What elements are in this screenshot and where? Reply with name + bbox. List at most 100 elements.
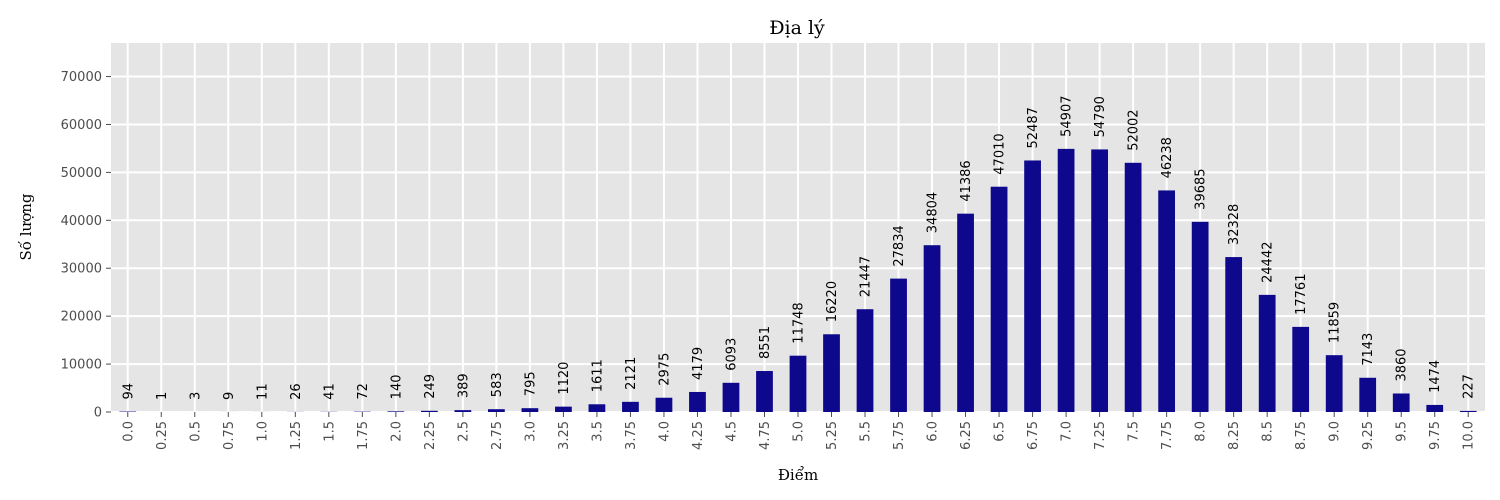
bar	[1191, 221, 1209, 412]
bar	[1325, 355, 1343, 412]
data-label: 24442	[1261, 242, 1276, 283]
y-tick-label: 0	[94, 406, 102, 421]
bar	[420, 410, 438, 412]
x-tick-label: 6.75	[1026, 421, 1041, 450]
x-tick-label: 5.5	[859, 421, 874, 442]
y-tick-label: 60000	[61, 118, 102, 133]
data-label: 583	[490, 372, 505, 397]
x-tick-label: 5.75	[892, 421, 907, 450]
data-label: 227	[1462, 374, 1477, 399]
data-label: 3	[188, 392, 203, 400]
x-tick-label: 2.0	[389, 421, 404, 442]
data-label: 26	[289, 383, 304, 400]
bar	[622, 401, 639, 412]
x-tick-label: 3.0	[523, 421, 538, 442]
x-tick-label: 3.5	[590, 421, 605, 442]
data-label: 54790	[1093, 96, 1108, 137]
data-label: 140	[389, 375, 404, 400]
bar	[1292, 326, 1310, 412]
data-label: 2121	[624, 357, 639, 390]
data-label: 34804	[926, 192, 941, 233]
x-tick-label: 0.25	[155, 421, 170, 450]
x-tick-label: 8.25	[1227, 421, 1242, 450]
bar	[957, 213, 974, 412]
x-axis-label: Điểm	[778, 466, 818, 484]
bar	[1225, 257, 1243, 412]
bar	[856, 309, 874, 412]
x-tick-label: 5.0	[792, 421, 807, 442]
data-label: 11	[255, 383, 270, 400]
bar	[1392, 393, 1410, 412]
data-label: 4179	[691, 347, 706, 380]
x-tick-label: 0.5	[188, 421, 203, 442]
bar	[387, 411, 405, 412]
data-label: 1120	[557, 362, 572, 395]
x-tick-label: 8.75	[1294, 421, 1309, 450]
x-tick-label: 1.0	[255, 421, 270, 442]
data-label: 1611	[590, 359, 605, 392]
bar	[1024, 160, 1041, 412]
data-label: 6093	[724, 338, 739, 371]
y-tick-label: 20000	[61, 310, 102, 325]
x-tick-label: 2.25	[423, 421, 438, 450]
bar	[1258, 294, 1276, 412]
data-label: 389	[456, 373, 471, 398]
data-label: 21447	[859, 256, 874, 297]
data-label: 52487	[1026, 107, 1041, 148]
bar	[823, 334, 840, 412]
x-tick-label: 4.5	[724, 421, 739, 442]
x-tick-label: 6.5	[993, 421, 1008, 442]
bar	[1057, 148, 1075, 412]
bar	[756, 371, 773, 412]
bar	[990, 186, 1008, 412]
data-label: 72	[356, 383, 371, 400]
x-tick-label: 2.75	[490, 421, 505, 450]
x-tick-label: 1.5	[322, 421, 337, 442]
data-label: 11859	[1328, 302, 1343, 343]
bar	[1459, 410, 1477, 412]
data-label: 7143	[1361, 333, 1376, 366]
x-tick-label: 10.0	[1462, 421, 1477, 450]
data-label: 8551	[758, 326, 773, 359]
x-tick-label: 2.5	[456, 421, 471, 442]
data-labels: 94 1 3 9 11 26 41 72 140 249 389 583 795 1120 1611 2121…	[121, 96, 1476, 400]
data-label: 41386	[959, 160, 974, 201]
x-tick-label: 8.5	[1261, 421, 1276, 442]
data-label: 52002	[1127, 109, 1142, 150]
bar	[521, 408, 539, 412]
data-label: 2975	[657, 353, 672, 386]
data-label: 249	[423, 374, 438, 399]
y-tick-label: 30000	[61, 262, 102, 277]
x-tick-label: 7.5	[1127, 421, 1142, 442]
x-tick-label: 9.0	[1328, 421, 1343, 442]
x-tick-label: 1.25	[289, 421, 304, 450]
bar	[722, 382, 740, 412]
bar	[1124, 162, 1142, 412]
x-tick-label: 7.75	[1160, 421, 1175, 450]
data-label: 47010	[993, 133, 1008, 174]
bar	[1158, 190, 1176, 412]
bar	[488, 409, 505, 412]
x-tick-label: 6.0	[926, 421, 941, 442]
y-tick-label: 70000	[61, 70, 102, 85]
y-axis: 0 10000 20000 30000 40000 50000 60000 70000	[61, 70, 111, 421]
x-tick-label: 5.25	[825, 421, 840, 450]
y-tick-label: 10000	[61, 358, 102, 373]
y-axis-label: Số lượng	[17, 193, 35, 260]
bar	[1359, 377, 1377, 412]
data-label: 41	[322, 383, 337, 400]
bar	[454, 410, 472, 412]
x-tick-label: 9.75	[1428, 421, 1443, 450]
data-label: 39685	[1194, 168, 1209, 209]
bar	[1091, 149, 1108, 412]
x-tick-label: 6.25	[959, 421, 974, 450]
y-tick-label: 40000	[61, 214, 102, 229]
bar	[588, 404, 606, 412]
data-label: 94	[121, 383, 136, 400]
x-tick-label: 4.25	[691, 421, 706, 450]
bar	[655, 397, 673, 412]
x-axis: 0.0 0.25 0.5 0.75 1.0 1.25 1.5 1.75 2.0 2.25 2.5 2.…	[121, 412, 1477, 450]
data-label: 32328	[1227, 204, 1242, 245]
x-tick-label: 8.0	[1194, 421, 1209, 442]
